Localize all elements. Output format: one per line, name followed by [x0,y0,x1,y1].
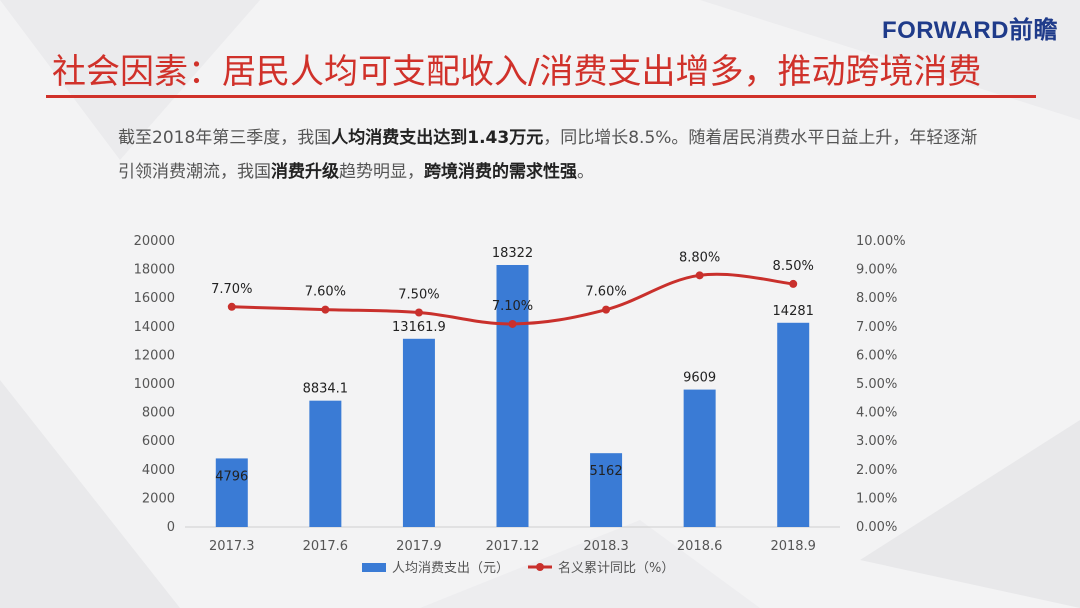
y-right-tick-label: 0.00% [856,520,897,535]
bar-value-label: 4796 [215,469,248,484]
y-right-tick-label: 5.00% [856,377,897,392]
line-value-label: 7.50% [398,288,439,303]
line-point [508,319,517,328]
y-left-tick-label: 14000 [134,320,175,335]
x-axis-labels: 2017.3 2017.6 2017.9 2017.12 2018.3 2018.6 201… [209,539,816,554]
bar-value-label: 9609 [683,371,716,386]
legend-bar-swatch [362,563,386,572]
bar-value-label: 8834.1 [303,382,349,397]
bar [496,264,529,527]
x-tick-label: 2017.6 [303,539,349,554]
desc-part-2: ，同比增长8.5%。随着居民消费水平日益上升，年轻逐渐引领消费潮流，我国 [118,128,978,182]
line-point [602,305,611,314]
desc-part-4: 。 [577,162,594,182]
y-left-tick-label: 4000 [142,463,175,478]
desc-part-3: 趋势明显， [339,162,424,182]
y-left-tick-label: 20000 [134,234,175,249]
y-left-tick-label: 2000 [142,491,175,506]
x-tick-label: 2017.3 [209,539,255,554]
desc-bold-3: 跨境消费的需求性强 [424,162,577,182]
bar [402,338,435,527]
desc-bold-2: 消费升级 [271,162,339,182]
brand-logo: FORWARD前瞻 [881,17,1058,44]
y-left-tick-label: 10000 [134,377,175,392]
line-value-label: 7.70% [211,282,252,297]
y-right-tick-label: 1.00% [856,491,897,506]
y-left-tick-label: 6000 [142,434,175,449]
x-tick-label: 2018.9 [770,539,816,554]
y-right-tick-label: 10.00% [856,234,906,249]
line-point [321,305,330,314]
title-underline [46,95,1036,98]
line-point [227,302,236,311]
x-tick-label: 2018.3 [583,539,629,554]
line-point [789,279,798,288]
line-labels: 7.70% 7.60% 7.50% 7.10% 7.60% 8.80% 8.50% [211,250,814,314]
y-left-tick-label: 8000 [142,406,175,421]
bar-value-label: 14281 [773,304,814,319]
x-tick-label: 2017.9 [396,539,442,554]
line-value-label: 8.80% [679,250,720,265]
y-axis-left: 0 2000 4000 6000 8000 10000 12000 14000 16000 180… [134,234,175,535]
y-right-tick-label: 7.00% [856,320,897,335]
y-right-tick-label: 6.00% [856,348,897,363]
bar-value-label: 18322 [492,246,533,261]
y-right-tick-label: 9.00% [856,263,897,278]
x-tick-label: 2017.12 [486,539,540,554]
page-title: 社会因素：居民人均可支配收入/消费支出增多，推动跨境消费 [52,52,982,92]
y-right-tick-label: 3.00% [856,434,897,449]
description-text: 截至2018年第三季度，我国人均消费支出达到1.43万元，同比增长8.5%。随着… [118,121,978,189]
y-axis-right: 0.00% 1.00% 2.00% 3.00% 4.00% 5.00% 6.00% 7.00%… [856,234,906,535]
desc-part-1: 截至2018年第三季度，我国 [118,128,332,148]
bar-value-label: 13161.9 [392,320,446,335]
bar-labels: 4796 8834.1 13161.9 18322 5162 9609 14281 [215,246,814,484]
y-right-tick-label: 4.00% [856,406,897,421]
desc-bold-1: 人均消费支出达到1.43万元 [331,128,544,148]
line-point [414,308,423,317]
x-tick-label: 2018.6 [677,539,723,554]
bar [777,322,810,527]
y-left-tick-label: 0 [167,520,175,535]
line-value-label: 7.10% [492,299,533,314]
line-value-label: 8.50% [773,259,814,274]
y-left-tick-label: 12000 [134,348,175,363]
legend-line-marker [536,563,544,571]
legend-bar-label: 人均消费支出（元） [392,561,509,576]
line-value-label: 7.60% [305,285,346,300]
y-right-tick-label: 2.00% [856,463,897,478]
bar [309,400,342,527]
bar-series [215,264,810,527]
bar [683,389,716,527]
chart-legend: 人均消费支出（元） 名义累计同比（%） [362,560,674,576]
line-value-label: 7.60% [585,285,626,300]
bar [590,453,623,527]
y-right-tick-label: 8.00% [856,291,897,306]
legend-line-label: 名义累计同比（%） [558,560,674,576]
line-series [227,271,798,328]
line-point [695,271,704,280]
bar [215,458,248,527]
y-left-tick-label: 18000 [134,263,175,278]
y-left-tick-label: 16000 [134,291,175,306]
bar-value-label: 5162 [590,464,623,479]
